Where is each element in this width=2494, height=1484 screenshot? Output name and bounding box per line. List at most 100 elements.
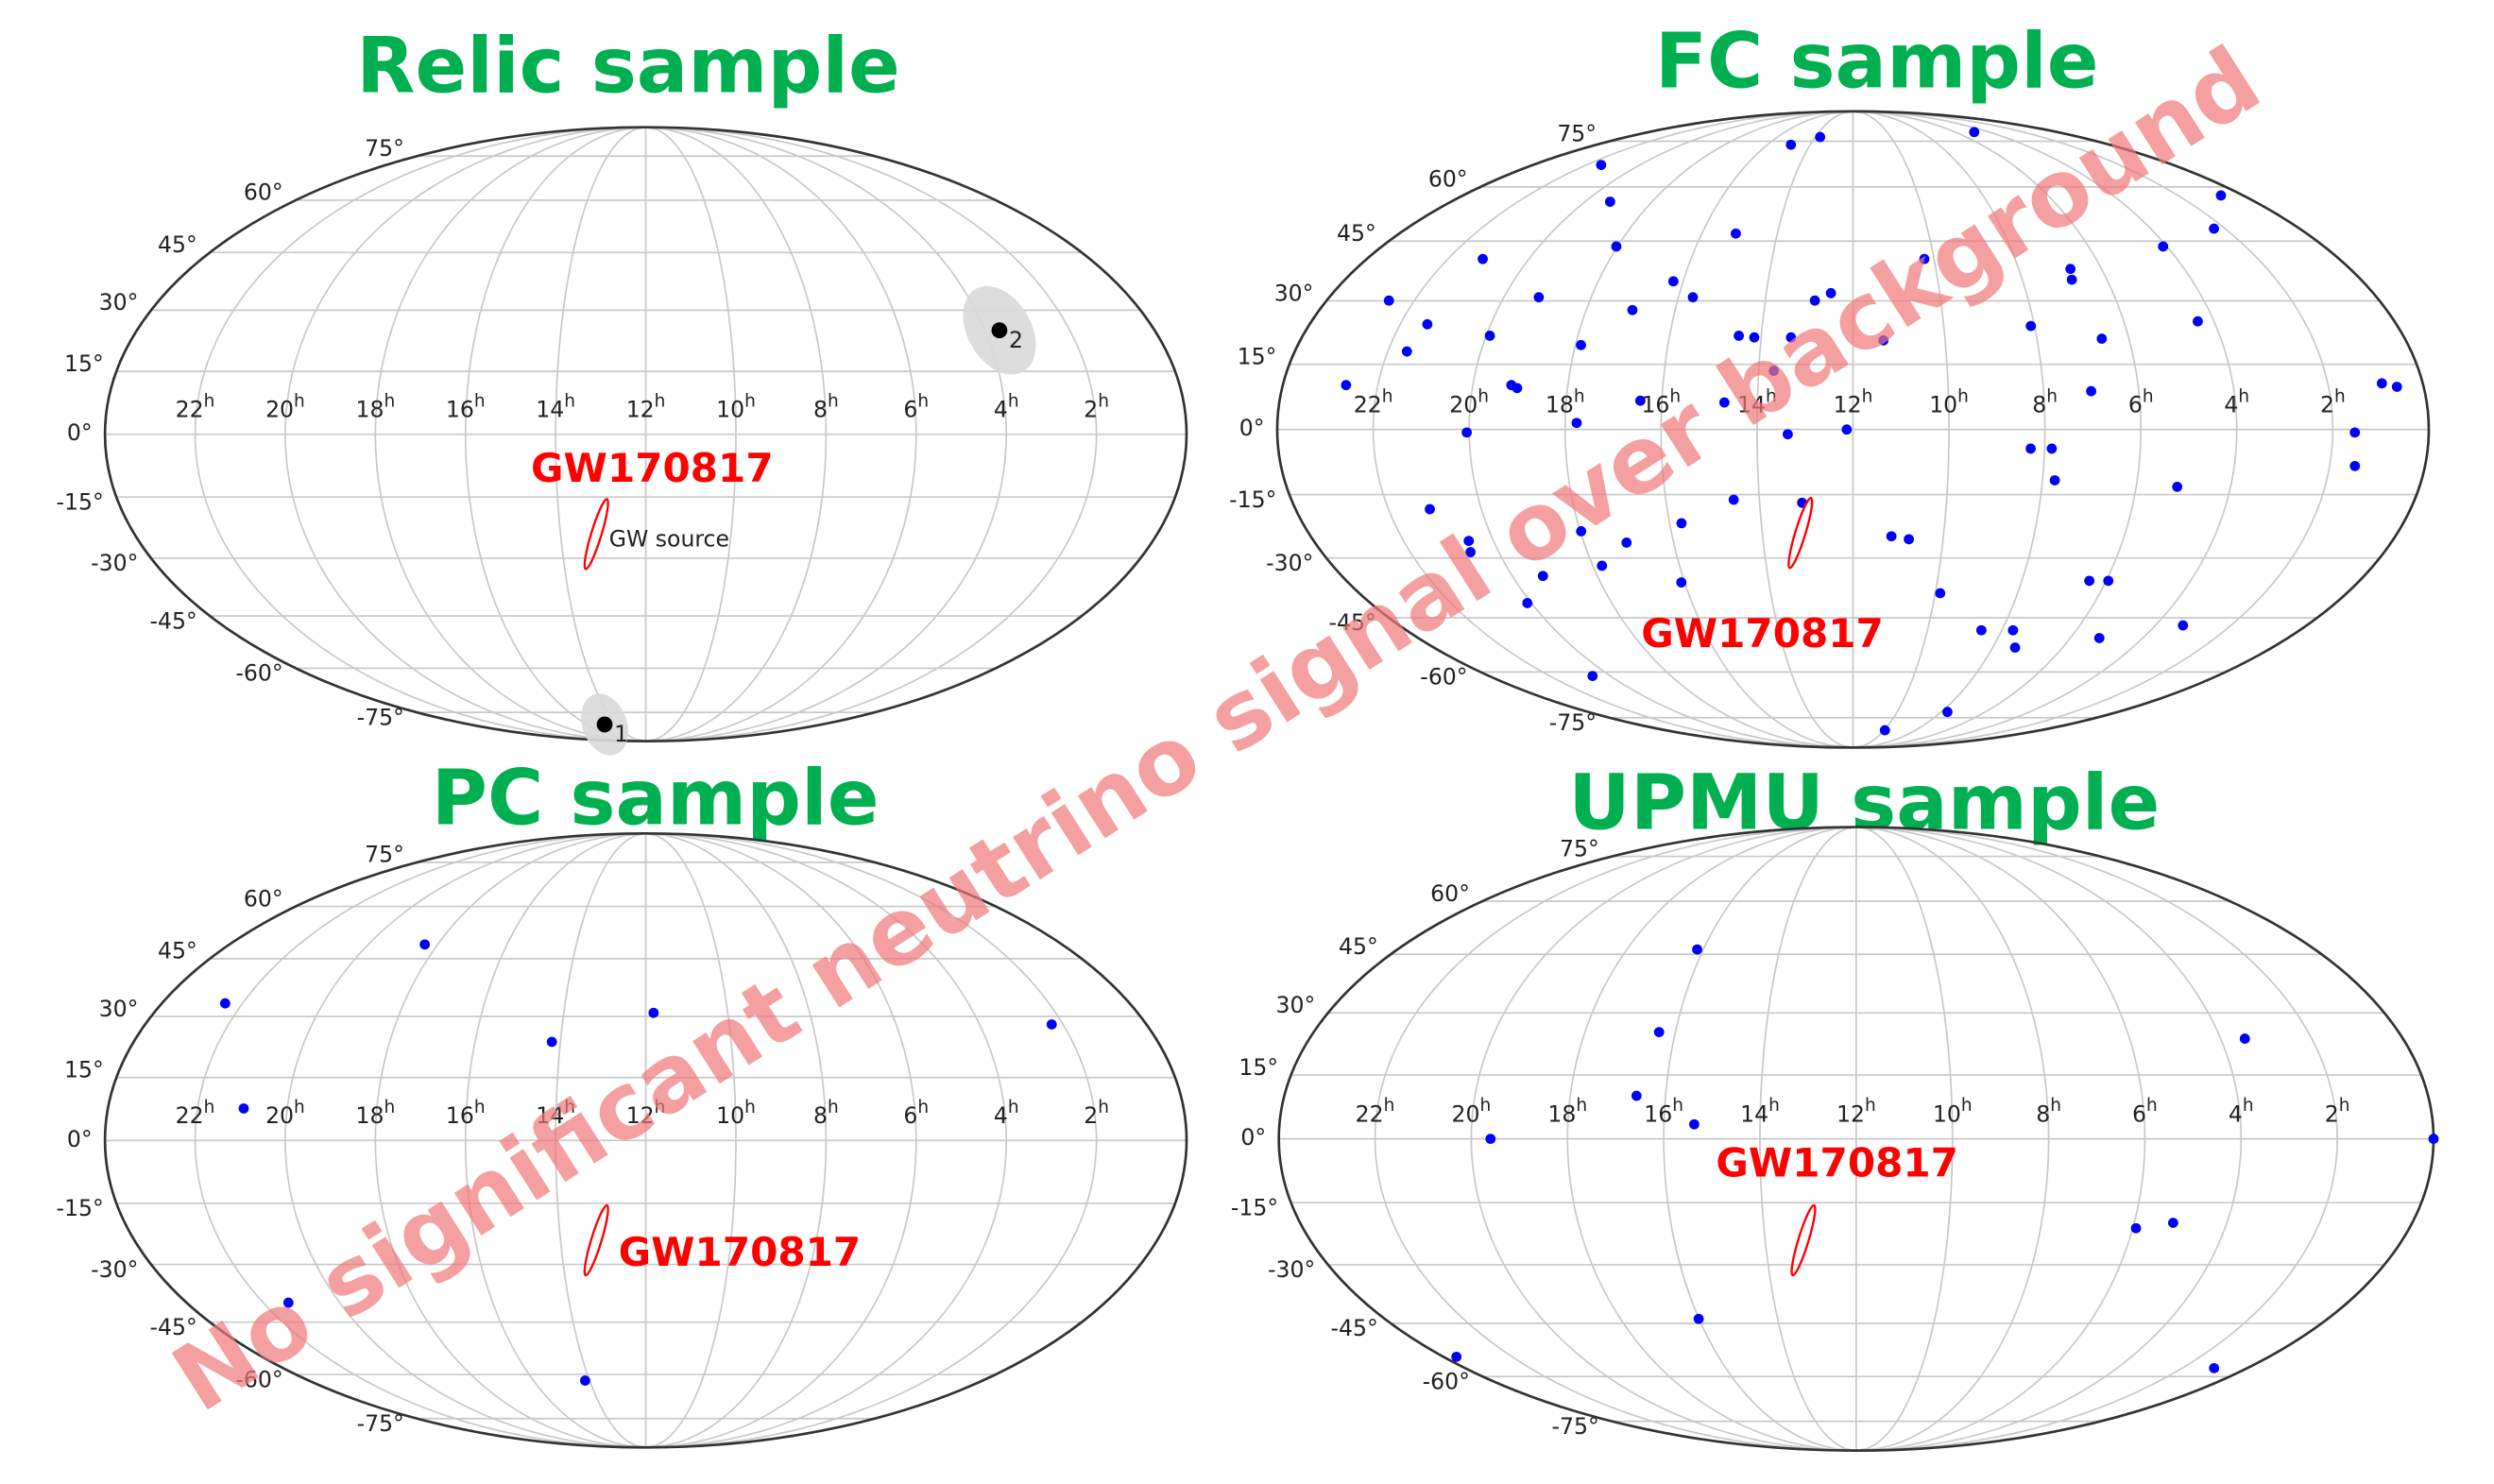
gw-source [1790, 1203, 1817, 1277]
y-tick-label: -30° [91, 550, 138, 576]
x-tick-label: 10h [716, 391, 756, 422]
grid-line [1855, 826, 1954, 1452]
y-tick-label: -45° [149, 1314, 196, 1340]
x-tick-label: 14h [1737, 386, 1777, 418]
event-point [2049, 475, 2060, 486]
x-tick-label: 6h [2128, 386, 2154, 418]
event-point [1484, 330, 1495, 341]
event-point [1465, 547, 1477, 557]
y-tick-label: 60° [244, 885, 283, 912]
grid-line [1853, 111, 2143, 749]
event-point [1621, 537, 1632, 548]
y-tick-label: 45° [158, 231, 197, 258]
y-tick-label: 45° [1339, 933, 1378, 960]
x-tick-label: 18h [355, 1097, 395, 1128]
event-point [1485, 1134, 1496, 1145]
event-point [648, 1007, 659, 1018]
event-point [1576, 525, 1587, 537]
event-point [2239, 1033, 2250, 1044]
y-tick-label: 30° [1276, 992, 1316, 1018]
y-tick-label: 75° [1557, 120, 1597, 146]
grid-line [555, 832, 646, 1449]
event-point [546, 1036, 557, 1048]
grid-line [1566, 826, 1856, 1452]
x-tick-label: 22h [1356, 1096, 1395, 1127]
event-point [2025, 320, 2037, 332]
event-point [1692, 944, 1702, 955]
grid-line [645, 832, 917, 1449]
event-point [1783, 429, 1793, 440]
y-tick-label: 0° [1240, 1124, 1266, 1151]
event-point [2391, 382, 2402, 392]
event-point [1653, 1027, 1665, 1037]
event-point [579, 1375, 590, 1386]
gw-source [583, 498, 609, 571]
x-tick-label: 6h [2132, 1096, 2158, 1127]
grid-line [374, 126, 646, 742]
y-tick-label: -75° [1549, 709, 1597, 736]
x-tick-label: 22h [1354, 386, 1393, 418]
grid-line [1855, 826, 2050, 1452]
x-tick-label: 12h [626, 391, 666, 422]
y-tick-label: 75° [1560, 835, 1599, 861]
event-point [596, 716, 613, 733]
point-label: 1 [614, 721, 628, 747]
x-tick-label: 20h [265, 1097, 305, 1128]
grid-line [645, 126, 737, 742]
grid-line [1855, 826, 2339, 1452]
grid-line [1663, 826, 1856, 1452]
event-point [1341, 380, 1352, 391]
event-point [2376, 378, 2387, 389]
point-label: 2 [1009, 327, 1023, 353]
event-point [1451, 1351, 1462, 1362]
x-tick-label: 16h [1641, 386, 1681, 418]
grid-line [1660, 111, 1853, 749]
event-point [2084, 575, 2095, 587]
chart-title: UPMU sample [1568, 759, 2160, 847]
x-tick-label: 20h [1449, 386, 1489, 418]
y-tick-label: 0° [1239, 415, 1265, 441]
event-point [238, 1103, 249, 1114]
y-tick-label: -15° [56, 488, 103, 515]
event-point [2007, 624, 2019, 636]
event-point [2209, 223, 2219, 234]
y-tick-label: 15° [64, 1057, 104, 1083]
event-point [1611, 241, 1622, 252]
x-tick-label: 10h [716, 1097, 756, 1128]
y-tick-label: -75° [357, 704, 404, 730]
event-point [1597, 560, 1608, 571]
event-point [2065, 264, 2076, 275]
map-outline [103, 831, 1188, 1449]
watermark: No significant neutrino signal over back… [155, 26, 2279, 1433]
event-point [2025, 443, 2036, 454]
x-tick-label: 14h [536, 1097, 575, 1128]
event-point [2096, 333, 2108, 344]
y-tick-label: 15° [1238, 1054, 1278, 1081]
event-point [1749, 332, 1760, 343]
y-tick-label: 45° [158, 938, 197, 964]
sky-map: PC sample 75° 60° 45° 30° 15° 0° -15° -30° -45° -6… [56, 754, 1188, 1449]
x-tick-label: 18h [1547, 1096, 1587, 1127]
event-point [2086, 385, 2096, 397]
y-tick-label: -30° [91, 1256, 138, 1283]
event-point [1046, 1019, 1057, 1030]
y-tick-label: -30° [1268, 1256, 1315, 1283]
event-point [1815, 131, 1826, 143]
event-point [1969, 127, 1980, 138]
x-tick-label: 2h [2325, 1096, 2350, 1127]
event-point [1587, 671, 1598, 682]
x-tick-label: 8h [813, 1097, 839, 1128]
x-tick-label: 12h [1836, 1096, 1876, 1127]
event-point [1512, 383, 1523, 394]
gw-name: GW170817 [619, 1229, 862, 1275]
event-point [1596, 160, 1607, 170]
grid-line [1853, 111, 2046, 749]
event-point [1422, 318, 1433, 330]
event-point [2066, 274, 2077, 285]
y-tick-label: 60° [1430, 880, 1470, 907]
grid-line [1855, 826, 2243, 1452]
grid-line [1853, 111, 2238, 749]
y-tick-label: 30° [1274, 280, 1314, 306]
event-point [1627, 304, 1638, 316]
